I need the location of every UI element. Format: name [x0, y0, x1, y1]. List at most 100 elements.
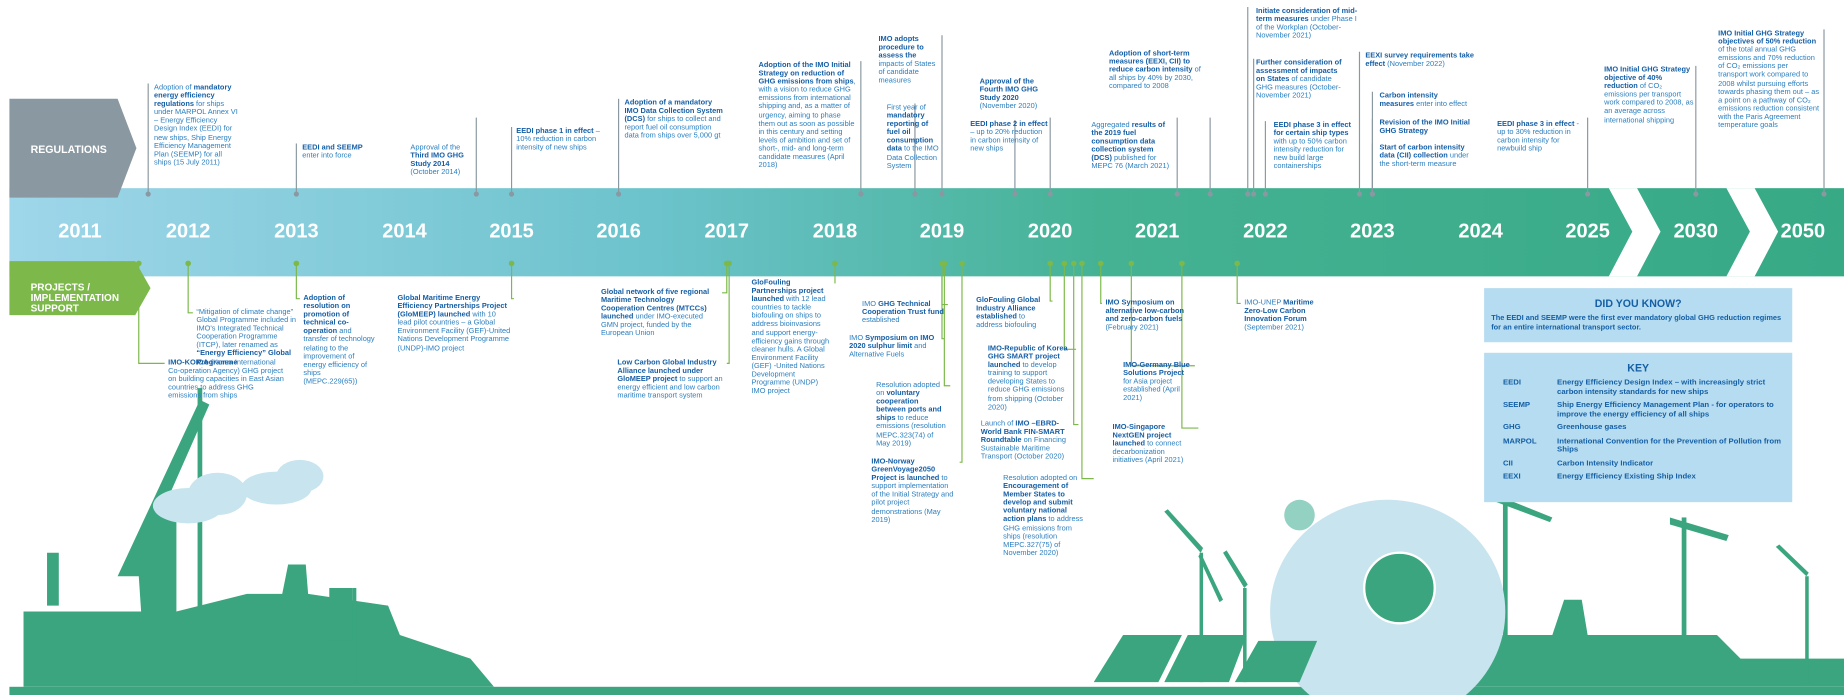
- bold-text: IMO Initial GHG Strategy objectives of 5…: [1718, 29, 1816, 46]
- year-label: 2050: [1768, 220, 1839, 244]
- text: (February 2021): [1105, 324, 1158, 332]
- project-event: Low Carbon Global Industry Alliance laun…: [617, 359, 723, 401]
- regulation-event: Adoption of a mandatory IMO Data Collect…: [624, 99, 725, 141]
- connector-dot: [616, 191, 621, 196]
- year-label: 2016: [583, 220, 654, 244]
- regulation-event: EEDI phase 2 in effect – up to 20% reduc…: [970, 120, 1048, 153]
- project-event: Resolution adopted on Encouragement of M…: [1003, 474, 1090, 557]
- regulation-event: Aggregated results of the 2019 fuel cons…: [1091, 121, 1173, 171]
- text: impacts of States of candidate measures: [878, 60, 935, 85]
- regulation-event: First year of mandatory reporting of fue…: [887, 103, 941, 170]
- key-row: EEXIEnergy Efficiency Existing Ship Inde…: [1484, 473, 1792, 482]
- regulation-event: Adoption of the IMO Initial Strategy on …: [759, 61, 859, 169]
- text: IMO: [862, 300, 878, 308]
- project-event: “Mitigation of climate change” Global Pr…: [196, 308, 296, 366]
- year-label: 2013: [261, 220, 332, 244]
- text: with 12 lead countries to tackle biofoul…: [751, 295, 829, 395]
- connector-dot: [942, 261, 948, 267]
- key-term: CII: [1484, 459, 1557, 468]
- year-label: 2014: [369, 220, 440, 244]
- bold-text: Adoption of short-term measures (EEXI, C…: [1109, 49, 1193, 74]
- connector-dot: [146, 191, 151, 196]
- project-event: Global network of five regional Maritime…: [601, 288, 719, 338]
- text: enter into force: [302, 152, 351, 160]
- year-label: 2022: [1230, 220, 1301, 244]
- text: Aggregated: [1091, 121, 1131, 129]
- bold-text: Revision of the IMO Initial GHG Strategy: [1379, 119, 1470, 136]
- project-event: Global Maritime Energy Efficiency Partne…: [397, 294, 510, 352]
- regulation-event: IMO Initial GHG Strategy objectives of 5…: [1718, 29, 1819, 129]
- regulation-event: EEDI and SEEMP enter into force: [302, 143, 375, 160]
- text: “Mitigation of climate change” Global Pr…: [196, 308, 296, 350]
- bold-text: EEDI phase 1 in effect: [516, 127, 593, 135]
- text: Adoption of: [154, 83, 194, 91]
- connector-dot: [509, 261, 515, 267]
- year-label: 2015: [476, 220, 547, 244]
- connector-dot: [1061, 261, 1067, 267]
- year-label: 2024: [1445, 220, 1516, 244]
- key-term: SEEMP: [1484, 401, 1557, 419]
- bold-text: EEDI and SEEMP: [302, 143, 362, 151]
- connector-dot: [1048, 191, 1053, 196]
- text: for ships under MARPOL Annex VI – Energy…: [154, 100, 238, 167]
- bold-text: EEDI phase 3 in effect for certain ship …: [1274, 121, 1351, 138]
- connector-dot: [959, 261, 965, 267]
- connector-dot: [1208, 191, 1213, 196]
- key-term: EEDI: [1484, 379, 1557, 397]
- text: (October 2014): [410, 169, 460, 177]
- connector-dot: [1357, 191, 1362, 196]
- regulation-event: Adoption of mandatory energy efficiency …: [154, 83, 239, 166]
- regulation-event: Further consideration of assessment of i…: [1256, 59, 1345, 101]
- project-event: IMO-UNEP Maritime Zero-Low Carbon Innova…: [1244, 299, 1326, 332]
- project-event: IMO-Republic of Korea GHG SMART project …: [988, 345, 1073, 412]
- connector-dot: [1047, 261, 1053, 267]
- key-definition: Energy Efficiency Design Index – with in…: [1557, 379, 1792, 397]
- key-row: GHGGreenhouse gases: [1484, 423, 1792, 432]
- regulation-event: EEDI phase 3 in effect - up to 30% reduc…: [1497, 120, 1582, 153]
- regulation-event: EEDI phase 1 in effect – 10% reduction i…: [516, 127, 608, 152]
- connector-dot: [1234, 261, 1240, 267]
- text: with up to 50% carbon intensity reductio…: [1274, 138, 1347, 171]
- connector-dot: [1245, 191, 1250, 196]
- connector-dot: [1012, 191, 1017, 196]
- year-label: 2030: [1661, 220, 1732, 244]
- connector-dot: [1370, 191, 1375, 196]
- connector-dot: [939, 191, 944, 196]
- connector-dot: [1251, 191, 1256, 196]
- connector: [1082, 263, 1094, 478]
- text: to support implementation of the Initial…: [871, 474, 953, 524]
- connector-dot: [474, 191, 479, 196]
- year-label: 2019: [907, 220, 978, 244]
- connector-dot: [1129, 261, 1135, 267]
- key-term: MARPOL: [1484, 437, 1557, 455]
- bold-text: GloFouling Global Industry Alliance esta…: [976, 296, 1040, 321]
- text: – up to 20% reduction in carbon intensit…: [970, 128, 1042, 153]
- page: REGULATIONSPROJECTS / IMPLEMENTATION SUP…: [0, 0, 1844, 695]
- text: (September 2021): [1244, 324, 1304, 332]
- did-you-know-text: The EEDI and SEEMP were the first ever m…: [1491, 314, 1785, 332]
- key-definition: Greenhouse gases: [1557, 423, 1626, 432]
- connector-dot: [1175, 191, 1180, 196]
- connector-dot: [1179, 261, 1185, 267]
- bold-text: IMO-Norway GreenVoyage2050 Project is la…: [871, 457, 939, 482]
- connector-dot: [185, 261, 191, 267]
- did-you-know-title: DID YOU KNOW?: [1484, 298, 1792, 310]
- connector-dot: [1821, 191, 1826, 196]
- key-term: EEXI: [1484, 473, 1557, 482]
- text: IMO: [849, 334, 865, 342]
- year-label: 2011: [45, 220, 116, 244]
- year-label: 2025: [1552, 220, 1623, 244]
- year-label: 2021: [1122, 220, 1193, 244]
- bold-text: EEDI phase 3 in effect: [1497, 120, 1574, 128]
- regulation-event: Start of carbon intensity data (CII) col…: [1379, 143, 1473, 168]
- bold-text: EEDI phase 2 in effect: [970, 120, 1047, 128]
- key-definition: Ship Energy Efficiency Management Plan -…: [1557, 401, 1792, 419]
- connector-dot: [1263, 191, 1268, 196]
- text: to develop training to support developin…: [988, 361, 1065, 411]
- project-event: GloFouling Partnerships project launched…: [751, 279, 831, 396]
- connector-dot: [726, 261, 732, 267]
- project-event: GloFouling Global Industry Alliance esta…: [976, 296, 1049, 329]
